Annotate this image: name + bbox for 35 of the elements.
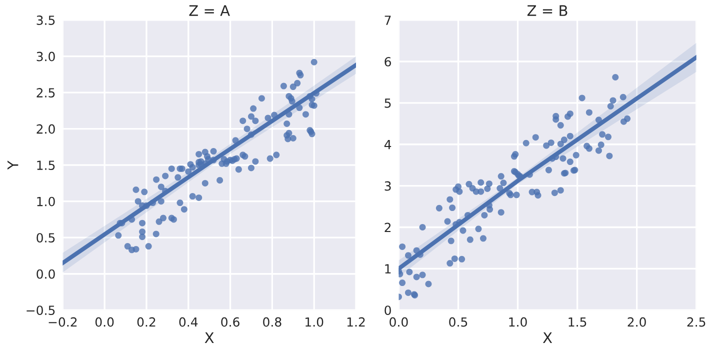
x-tick-label: 1.0: [509, 317, 527, 327]
y-tick-label: 1.5: [37, 160, 55, 170]
x-tick-label: 2.5: [687, 317, 706, 327]
y-tick-label: 0.0: [36, 269, 55, 279]
chart-title: Z = B: [527, 5, 568, 16]
x-tick-label: 0.6: [221, 317, 240, 327]
chart-title: Z = A: [189, 5, 230, 16]
x-tick-label: −0.2: [48, 317, 77, 327]
x-axis-title: X: [204, 332, 214, 344]
y-tick-label: 0: [384, 306, 391, 316]
y-axis-title: Y: [8, 160, 18, 170]
y-tick-label: 1.0: [37, 196, 55, 206]
x-tick-label: 1.5: [568, 317, 586, 327]
y-tick-label: 4: [384, 140, 392, 150]
x-tick-label: 0.0: [95, 317, 114, 327]
y-tick-label: 1: [385, 264, 391, 274]
x-axis-title: X: [542, 332, 552, 344]
x-tick-label: 1.2: [347, 317, 365, 327]
y-tick-label: 6: [384, 56, 391, 66]
y-tick-label: 0.5: [36, 233, 55, 243]
x-tick-label: 0.8: [263, 317, 282, 327]
y-tick-label: 2.0: [36, 124, 55, 134]
x-tick-label: 0.5: [449, 317, 468, 327]
y-tick-label: 7: [384, 16, 391, 25]
x-tick-label: 1.0: [306, 317, 324, 327]
y-tick-label: 3.0: [36, 52, 55, 62]
y-tick-label: 3: [384, 181, 391, 191]
y-tick-label: 3.5: [36, 16, 55, 25]
y-tick-label: 2: [384, 222, 391, 232]
x-tick-label: 0.4: [179, 317, 198, 327]
x-tick-label: 2.0: [628, 317, 646, 327]
y-tick-label: 5: [384, 98, 391, 108]
y-tick-label: 2.5: [36, 88, 55, 98]
y-tick-label: −0.5: [26, 306, 55, 316]
x-tick-label: 0.2: [137, 317, 156, 327]
